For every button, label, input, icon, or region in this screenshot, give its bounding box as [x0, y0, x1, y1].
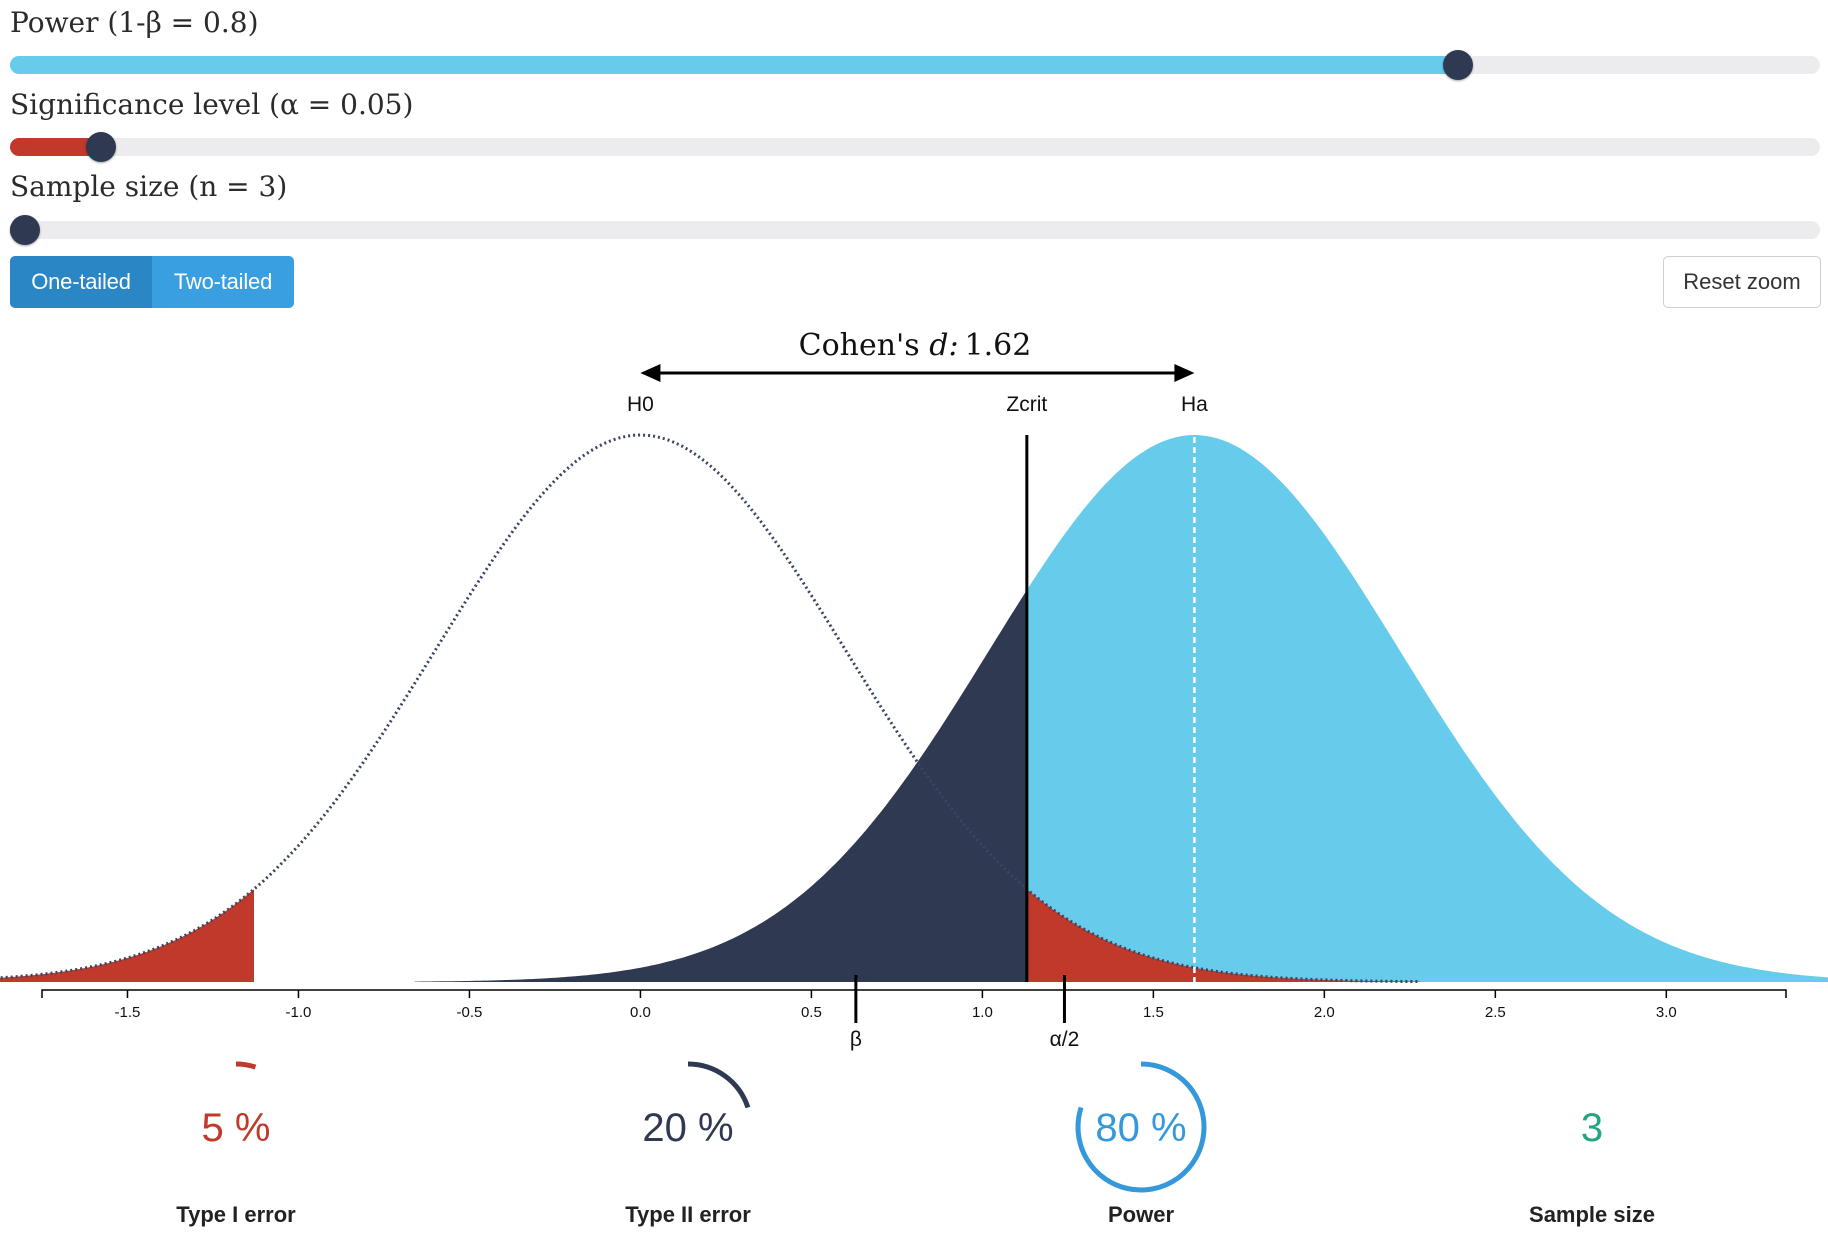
- power-slider-label: Power (1-β = 0.8): [10, 6, 259, 39]
- cohens-d-label: Cohen's d: 1.62: [799, 328, 1032, 363]
- x-axis-tick-label: -0.5: [457, 1004, 483, 1021]
- stats-panel: 5 % Type I error 20 % Type II error 80 %…: [176, 1061, 1655, 1227]
- power-area: [1026, 435, 1828, 982]
- x-axis-tick-label: 2.0: [1314, 1004, 1335, 1021]
- x-axis-tick-label: 0.5: [801, 1004, 822, 1021]
- sample-size-value: 3: [1581, 1106, 1603, 1150]
- x-axis-tick-label: -1.5: [115, 1004, 141, 1021]
- alpha-half-marker-label: α/2: [1050, 1028, 1080, 1051]
- x-axis-domain: [41, 989, 1787, 998]
- sample-size-slider[interactable]: [10, 215, 1820, 245]
- one-tailed-button[interactable]: One-tailed: [10, 256, 152, 308]
- sample-size-label: Sample size: [1529, 1202, 1655, 1227]
- x-axis-tick-label: 3.0: [1656, 1004, 1677, 1021]
- tail-toggle: One-tailed Two-tailed: [10, 256, 294, 308]
- sample-size-slider-label: Sample size (n = 3): [10, 170, 288, 203]
- alpha-slider[interactable]: [10, 132, 1820, 162]
- h0-label: H0: [627, 393, 654, 416]
- alpha-slider-handle[interactable]: [85, 132, 116, 162]
- power-slider-fill: [10, 56, 1458, 74]
- effect-arrow-left-head: [640, 364, 661, 382]
- type-i-error-label: Type I error: [176, 1202, 296, 1227]
- type-i-error-area-right: [1026, 889, 1421, 982]
- zcrit-label: Zcrit: [1006, 393, 1047, 416]
- type-i-error-area-left: [0, 889, 254, 982]
- type-ii-error-area: [414, 590, 1027, 982]
- x-axis-tick-label: 2.5: [1485, 1004, 1506, 1021]
- power-value: 80 %: [1095, 1106, 1186, 1150]
- alpha-slider-fill: [10, 138, 101, 156]
- alpha-slider-label: Significance level (α = 0.05): [10, 88, 414, 121]
- power-slider[interactable]: [10, 50, 1820, 80]
- type-ii-error-gauge-arc: [687, 1061, 751, 1109]
- x-axis-tick-label: 1.0: [972, 1004, 993, 1021]
- type-i-error-gauge-arc: [235, 1061, 257, 1070]
- x-axis-tick-label: 1.5: [1143, 1004, 1164, 1021]
- beta-marker-label: β: [850, 1028, 862, 1051]
- type-i-error-value: 5 %: [202, 1106, 271, 1150]
- reset-zoom-button[interactable]: Reset zoom: [1663, 256, 1821, 308]
- type-ii-error-label: Type II error: [625, 1202, 751, 1227]
- x-axis-tick-label: 0.0: [630, 1004, 651, 1021]
- sample-size-slider-handle[interactable]: [10, 215, 41, 245]
- x-axis-tick-label: -1.0: [286, 1004, 312, 1021]
- power-gauge-arc: [1075, 1061, 1207, 1193]
- type-ii-error-value: 20 %: [642, 1106, 733, 1150]
- power-slider-handle[interactable]: [1443, 50, 1473, 80]
- effect-arrow-right-head: [1174, 364, 1195, 382]
- x-axis: -1.5 -1.0 -0.5 0.0 0.5 1.0 1.5 2.0 2.5 3.0: [41, 989, 1787, 1021]
- two-tailed-button[interactable]: Two-tailed: [152, 256, 294, 308]
- null-distribution-curve: [0, 433, 1421, 984]
- power-label: Power: [1108, 1202, 1174, 1227]
- ha-label: Ha: [1181, 393, 1208, 416]
